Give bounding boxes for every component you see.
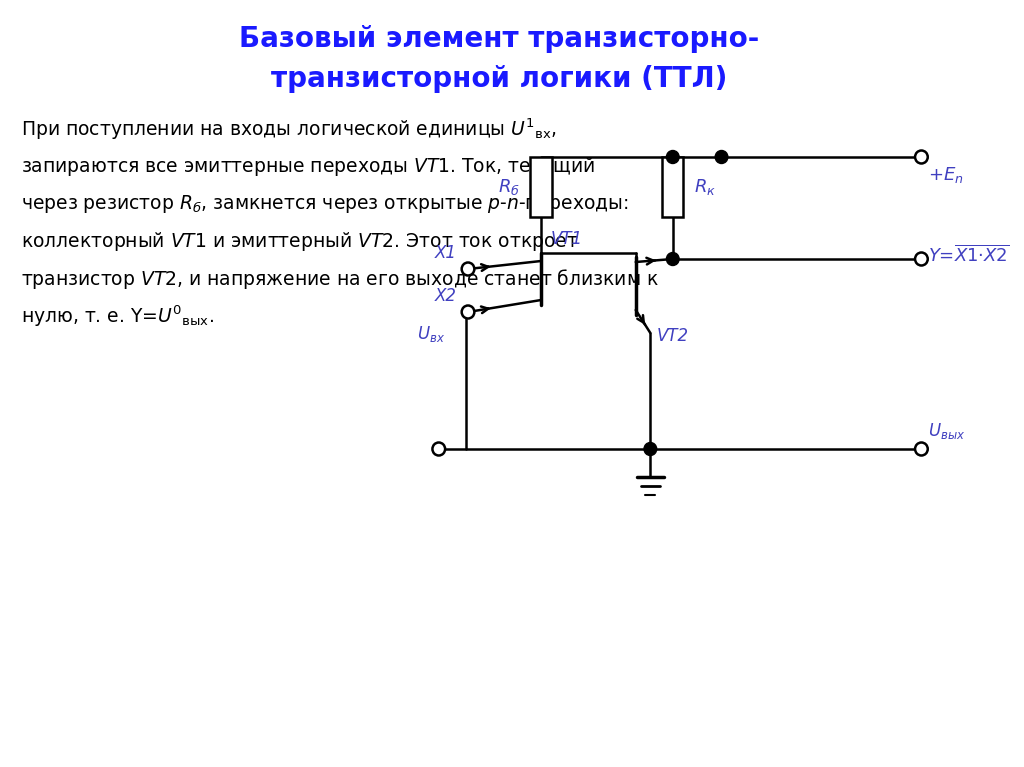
Circle shape: [915, 252, 928, 265]
Circle shape: [667, 252, 679, 265]
Circle shape: [644, 443, 656, 456]
Circle shape: [915, 150, 928, 163]
Circle shape: [432, 443, 445, 456]
Text: транзистор $VT2$, и напряжение на его выходе станет близким к: транзистор $VT2$, и напряжение на его вы…: [22, 267, 659, 291]
Text: X1: X1: [434, 244, 457, 262]
Text: транзисторной логики (ТТЛ): транзисторной логики (ТТЛ): [271, 65, 727, 93]
Text: запираются все эмиттерные переходы $VT1$. Ток, текущий: запираются все эмиттерные переходы $VT1$…: [22, 155, 595, 178]
Circle shape: [915, 443, 928, 456]
Text: $R_к$: $R_к$: [694, 177, 716, 197]
Bar: [663, 157, 683, 217]
Bar: [530, 157, 552, 217]
Circle shape: [715, 150, 728, 163]
Text: $+E_n$: $+E_n$: [928, 165, 964, 185]
Text: VT2: VT2: [657, 327, 689, 345]
Circle shape: [462, 305, 474, 318]
Text: При поступлении на входы логической единицы $U^1{}_{\mathregular{вх}}$,: При поступлении на входы логической един…: [22, 117, 557, 142]
Text: $U_{вых}$: $U_{вых}$: [928, 421, 966, 441]
Circle shape: [667, 150, 679, 163]
Text: VT1: VT1: [551, 230, 583, 248]
Text: Базовый элемент транзисторно-: Базовый элемент транзисторно-: [239, 25, 760, 53]
Text: Y=$\overline{X1{\cdot}X2}$: Y=$\overline{X1{\cdot}X2}$: [928, 244, 1010, 265]
Text: X2: X2: [434, 287, 457, 305]
Text: $U_{вх}$: $U_{вх}$: [418, 324, 445, 344]
Text: $R_б$: $R_б$: [498, 177, 520, 197]
Circle shape: [462, 262, 474, 275]
Text: коллекторный $VT1$ и эмиттерный $VT2$. Этот ток откроет: коллекторный $VT1$ и эмиттерный $VT2$. Э…: [22, 230, 580, 253]
Text: через резистор $R_б$, замкнется через открытые $p$-$n$-переходы:: через резистор $R_б$, замкнется через от…: [22, 193, 629, 215]
Text: нулю, т. е. Y=$U^0{}_{\mathregular{вых}}$.: нулю, т. е. Y=$U^0{}_{\mathregular{вых}}…: [22, 304, 214, 329]
